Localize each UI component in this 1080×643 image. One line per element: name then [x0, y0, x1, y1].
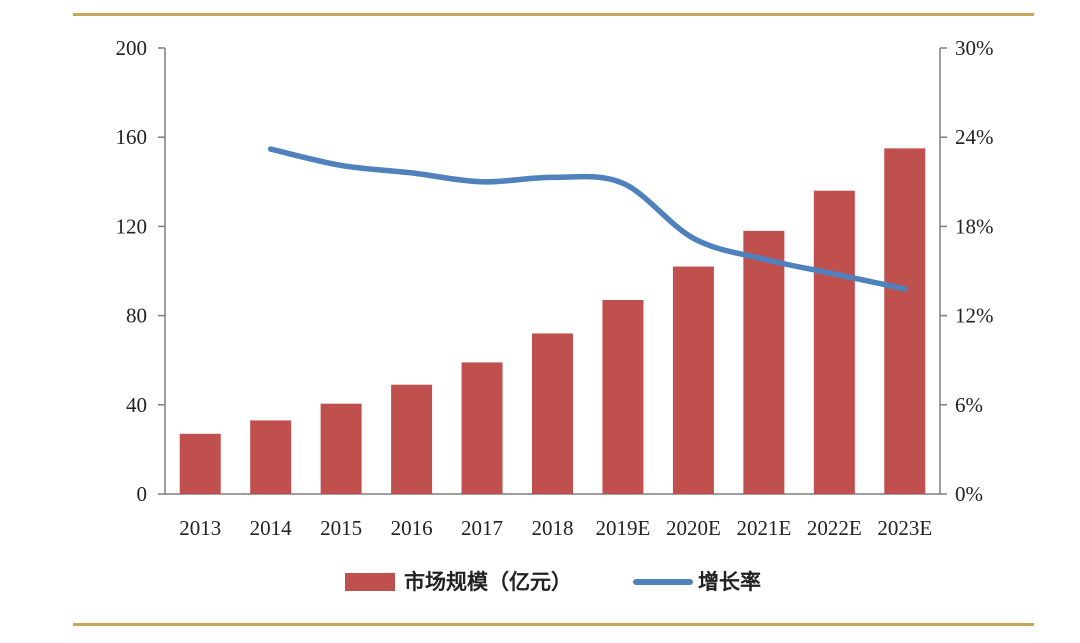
x-tick-label: 2014 — [250, 516, 293, 540]
top-rule — [73, 13, 1034, 16]
y-tick-label-right: 6% — [955, 393, 983, 417]
y-tick-label-right: 30% — [955, 36, 994, 60]
x-tick-label: 2022E — [807, 516, 862, 540]
chart-axes — [158, 47, 947, 495]
x-tick-label: 2013 — [179, 516, 221, 540]
bar-series — [179, 148, 926, 495]
tick-labels: 0 0% 40 6% 80 12% 120 18% 160 24% 200 30% 2013 2014 20… — [116, 36, 994, 540]
y-tick-label-right: 24% — [955, 125, 994, 149]
y-tick-label-left: 0 — [137, 482, 148, 506]
legend-label-line: 增长率 — [698, 570, 761, 594]
bar — [179, 433, 221, 494]
legend: 市场规模（亿元） 增长率 — [345, 570, 761, 594]
x-tick-label: 2019E — [596, 516, 651, 540]
y-tick-label-left: 120 — [116, 214, 148, 238]
y-tick-label-left: 200 — [116, 36, 148, 60]
x-tick-label: 2021E — [736, 516, 791, 540]
growth-rate-line — [267, 146, 908, 292]
bar — [532, 333, 573, 494]
bar — [461, 362, 503, 494]
bar — [320, 403, 362, 494]
x-tick-label: 2017 — [461, 516, 503, 540]
bar — [813, 190, 855, 494]
y-tick-label-right: 0% — [955, 482, 983, 506]
y-tick-label-left: 80 — [126, 304, 147, 328]
bar — [672, 266, 714, 494]
y-tick-label-left: 160 — [116, 125, 148, 149]
legend-swatch-bar — [345, 573, 395, 591]
y-tick-label-right: 12% — [955, 304, 994, 328]
bar — [884, 148, 926, 494]
x-tick-label: 2023E — [877, 516, 932, 540]
bottom-rule — [73, 623, 1034, 626]
x-tick-label: 2016 — [391, 516, 433, 540]
y-tick-label-left: 40 — [126, 393, 147, 417]
y-tick-label-right: 18% — [955, 214, 994, 238]
line-series — [267, 146, 908, 292]
x-tick-label: 2020E — [666, 516, 721, 540]
legend-label-bar: 市场规模（亿元） — [404, 570, 572, 594]
x-tick-label: 2015 — [320, 516, 362, 540]
bar — [743, 230, 785, 495]
bar — [391, 384, 433, 494]
bar — [250, 420, 292, 494]
x-tick-label: 2018 — [532, 516, 574, 540]
bar — [602, 299, 644, 494]
